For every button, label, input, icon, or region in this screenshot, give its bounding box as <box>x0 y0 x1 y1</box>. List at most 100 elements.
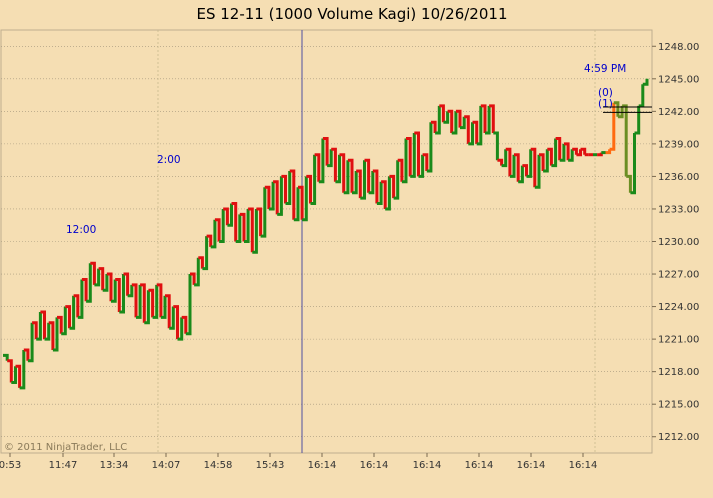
kagi-segment <box>476 105 483 146</box>
kagi-segment <box>264 185 271 209</box>
kagi-segment <box>98 267 105 291</box>
y-tick-label: 1227.00 <box>658 270 699 281</box>
kagi-segment <box>401 138 408 184</box>
kagi-segment <box>86 263 92 303</box>
kagi-segment <box>148 288 155 318</box>
kagi-segment <box>260 187 267 238</box>
kagi-segment <box>493 131 499 161</box>
x-axis: 0:53 11:47 13:34 14:07 14:58 15:43 16:14 16:14 1… <box>0 453 597 471</box>
kagi-segment <box>198 256 204 269</box>
kagi-segment <box>568 149 574 162</box>
kagi-segment <box>69 295 76 330</box>
kagi-segment <box>52 317 59 352</box>
x-tick-label: 15:43 <box>256 460 285 471</box>
kagi-segment <box>480 104 487 133</box>
x-tick-label: 13:34 <box>100 460 129 471</box>
kagi-segment <box>543 149 549 173</box>
kagi-segment <box>376 181 383 205</box>
kagi-segment <box>277 176 283 216</box>
kagi-segment <box>27 322 34 363</box>
x-tick-label: 16:14 <box>308 460 337 471</box>
kagi-segment <box>206 234 213 247</box>
kagi-segment <box>572 147 578 155</box>
kagi-segment <box>622 104 628 177</box>
kagi-segment <box>455 109 462 128</box>
kagi-segment <box>360 160 366 200</box>
kagi-segment <box>435 105 441 135</box>
x-tick-label: 16:14 <box>465 460 494 471</box>
kagi-segment <box>202 236 209 271</box>
chart-annotation: 12:00 <box>66 224 96 236</box>
chart-annotation: (0) <box>598 87 613 99</box>
kagi-segment <box>418 154 425 178</box>
chart-annotation: 2:00 <box>157 154 181 166</box>
kagi-segment <box>23 348 30 361</box>
kagi-segment <box>48 321 55 350</box>
kagi-segment <box>144 290 150 325</box>
kagi-segment <box>447 109 454 133</box>
kagi-segment <box>460 116 466 130</box>
kagi-segment <box>119 274 125 314</box>
kagi-segment <box>638 84 645 108</box>
kagi-segment <box>106 272 113 302</box>
kagi-segment <box>136 284 142 319</box>
kagi-segment <box>102 274 109 292</box>
kagi-segment <box>430 120 437 133</box>
kagi-segment <box>44 322 51 341</box>
chart-annotation: (1) <box>598 98 613 110</box>
kagi-segment <box>347 158 354 193</box>
kagi-segment <box>36 312 42 341</box>
y-tick-label: 1233.00 <box>658 204 699 215</box>
kagi-segment <box>73 294 80 318</box>
kagi-segment <box>81 278 88 302</box>
kagi-segment <box>451 111 458 135</box>
kagi-segment <box>539 153 545 171</box>
kagi-segment <box>11 366 17 384</box>
kagi-segment <box>3 353 9 361</box>
kagi-segment <box>7 359 13 383</box>
kagi-segment <box>339 153 346 193</box>
kagi-segment <box>156 283 163 318</box>
kagi-segment <box>522 164 528 177</box>
kagi-segment <box>530 147 537 188</box>
kagi-segment <box>368 171 375 195</box>
kagi-segment <box>609 102 616 151</box>
kagi-segment <box>443 111 450 124</box>
kagi-segment <box>140 283 146 323</box>
kagi-segment <box>210 219 217 249</box>
kagi-segment <box>559 143 566 162</box>
kagi-segment <box>32 321 38 340</box>
plot-area <box>0 29 653 454</box>
kagi-segment <box>630 133 636 195</box>
kagi-segment <box>214 218 221 242</box>
kagi-segment <box>152 284 159 319</box>
kagi-segment <box>298 185 304 220</box>
kagi-segment <box>285 171 292 205</box>
kagi-segment <box>244 209 250 243</box>
kagi-segment <box>57 315 63 334</box>
kagi-segment <box>335 154 341 184</box>
kagi-segment <box>397 158 404 182</box>
copyright-label: © 2011 NinjaTrader, LLC <box>4 442 127 453</box>
kagi-segment <box>169 306 175 330</box>
kagi-segment <box>94 268 101 287</box>
kagi-segment <box>268 181 275 211</box>
kagi-segment <box>223 207 229 226</box>
kagi-segment <box>327 149 333 168</box>
kagi-segment <box>580 147 587 155</box>
y-axis: 1248.00 1245.00 1242.00 1239.00 1236.00 1233.… <box>652 42 699 443</box>
y-tick-label: 1245.00 <box>658 74 699 85</box>
x-tick-label: 16:14 <box>360 460 389 471</box>
kagi-segment <box>131 283 138 318</box>
x-tick-label: 14:07 <box>152 460 181 471</box>
kagi-segment <box>256 207 263 237</box>
y-tick-label: 1239.00 <box>658 139 699 150</box>
kagi-segment <box>40 310 46 340</box>
kagi-segment <box>626 174 632 193</box>
kagi-segment <box>551 138 558 168</box>
kagi-segment <box>634 105 641 135</box>
kagi-segment <box>514 153 520 182</box>
kagi-segment <box>505 147 512 177</box>
